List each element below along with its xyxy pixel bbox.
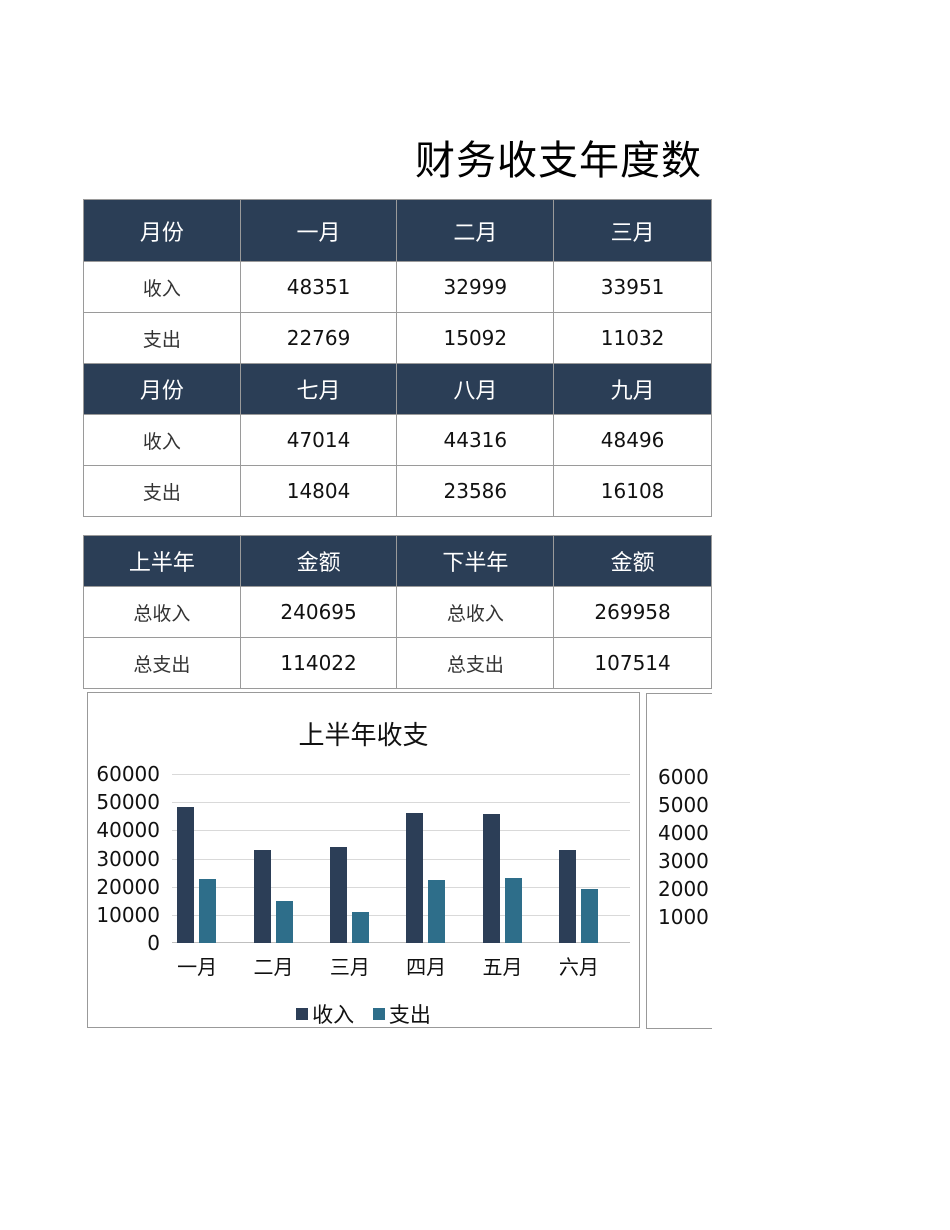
- y-axis-tick: 20000: [96, 874, 160, 899]
- y-axis-tick: 40000: [96, 818, 160, 843]
- y-axis-tick: 0: [147, 931, 160, 955]
- chart-plot-area: 60000 50000 40000 30000 20000 10000 0 一月 二月 三月 四月 五…: [96, 762, 630, 979]
- table-cell[interactable]: 240695: [239, 586, 398, 638]
- table-cell[interactable]: 22769: [239, 312, 398, 364]
- header-cell[interactable]: 月份: [83, 199, 241, 262]
- table-cell[interactable]: 48351: [239, 261, 398, 313]
- table-row: 支出 14804 23586 16108: [83, 465, 712, 517]
- row-label[interactable]: 总支出: [83, 637, 241, 689]
- table-cell[interactable]: 48496: [553, 414, 712, 466]
- y-axis-tick: 30000: [96, 846, 160, 871]
- header-cell[interactable]: 三月: [553, 199, 712, 262]
- header-cell[interactable]: 八月: [396, 363, 555, 415]
- bar-expense[interactable]: [351, 911, 369, 943]
- row-label[interactable]: 总收入: [396, 586, 555, 638]
- table-cell[interactable]: 269958: [553, 586, 712, 638]
- header-cell[interactable]: 二月: [396, 199, 555, 262]
- monthly-table: 月份 一月 二月 三月 收入 48351 32999 33951 支出 2276…: [83, 199, 712, 517]
- gridline: [172, 914, 630, 916]
- row-label[interactable]: 收入: [83, 414, 241, 466]
- x-axis-line: [172, 942, 630, 943]
- bar-income[interactable]: [482, 814, 500, 943]
- bar-expense[interactable]: [275, 900, 293, 943]
- h1-income-expense-chart[interactable]: 上半年收支 60000 50000 40000 30000 20000 10000 0 一月 二…: [87, 692, 640, 1028]
- summary-table: 上半年 金额 下半年 金额 总收入 240695 总收入 269958 总支出 …: [83, 535, 712, 689]
- header-cell[interactable]: 一月: [239, 199, 398, 262]
- row-label[interactable]: 总支出: [396, 637, 555, 689]
- table-cell[interactable]: 47014: [239, 414, 398, 466]
- gridline: [172, 774, 630, 775]
- gridline: [172, 886, 630, 888]
- legend-label: 收入: [312, 1003, 355, 1027]
- gridline: [172, 802, 630, 804]
- header-cell[interactable]: 金额: [239, 535, 398, 587]
- table-cell[interactable]: 16108: [553, 465, 712, 517]
- y-axis-tick: 6000: [658, 765, 709, 789]
- bar-expense[interactable]: [504, 878, 522, 943]
- legend-swatch-expense: [372, 1008, 385, 1020]
- x-axis-label: 二月: [253, 955, 294, 979]
- legend-item-income: 收入: [296, 999, 354, 1029]
- bar-income[interactable]: [253, 850, 271, 943]
- legend-swatch-income: [296, 1008, 309, 1020]
- header-cell[interactable]: 下半年: [396, 535, 555, 587]
- bar-expense[interactable]: [199, 878, 217, 943]
- row-label[interactable]: 支出: [83, 465, 241, 517]
- chart-title: 上半年收支: [298, 721, 429, 751]
- header-cell[interactable]: 金额: [553, 535, 712, 587]
- table-cell[interactable]: 14804: [239, 465, 398, 517]
- bar-expense[interactable]: [580, 888, 598, 943]
- table-cell[interactable]: 23586: [396, 465, 555, 517]
- table-cell[interactable]: 107514: [553, 637, 712, 689]
- page-title: 财务收支年度数: [415, 138, 702, 184]
- table-cell[interactable]: 114022: [239, 637, 398, 689]
- y-axis-tick: 10000: [96, 902, 160, 927]
- y-axis-tick: 4000: [658, 821, 709, 845]
- x-axis-label: 五月: [482, 955, 523, 979]
- table-header-row: 月份 一月 二月 三月: [83, 199, 712, 262]
- gridline: [172, 858, 630, 860]
- table-cell[interactable]: 15092: [396, 312, 555, 364]
- table-header-row: 月份 七月 八月 九月: [83, 363, 712, 415]
- x-axis-label: 三月: [329, 955, 370, 979]
- row-label[interactable]: 支出: [83, 312, 241, 364]
- table-cell[interactable]: 32999: [396, 261, 555, 313]
- y-axis-tick: 50000: [96, 790, 160, 815]
- table-row: 支出 22769 15092 11032: [83, 312, 712, 364]
- header-cell[interactable]: 七月: [239, 363, 398, 415]
- table-row: 收入 48351 32999 33951: [83, 261, 712, 313]
- x-axis-label: 一月: [177, 955, 218, 979]
- row-label[interactable]: 总收入: [83, 586, 241, 638]
- y-axis-tick: 5000: [658, 793, 709, 817]
- x-axis-label: 四月: [406, 955, 447, 979]
- row-label[interactable]: 收入: [83, 261, 241, 313]
- table-header-row: 上半年 金额 下半年 金额: [83, 535, 712, 587]
- bar-income[interactable]: [558, 850, 576, 943]
- legend-item-expense: 支出: [372, 999, 431, 1029]
- y-axis-tick: 60000: [96, 762, 160, 786]
- h2-income-expense-chart[interactable]: 6000 5000 4000 3000 2000 1000: [646, 693, 712, 1029]
- x-axis-label: 六月: [558, 955, 599, 979]
- legend-label: 支出: [388, 1003, 431, 1027]
- table-cell[interactable]: 44316: [396, 414, 555, 466]
- header-cell[interactable]: 上半年: [83, 535, 241, 587]
- bar-income[interactable]: [177, 806, 195, 943]
- table-row: 总收入 240695 总收入 269958: [83, 586, 712, 638]
- y-axis-tick: 2000: [658, 877, 709, 901]
- bar-income[interactable]: [329, 847, 347, 943]
- header-cell[interactable]: 月份: [83, 363, 241, 415]
- table-row: 总支出 114022 总支出 107514: [83, 637, 712, 689]
- gridline: [172, 830, 630, 832]
- y-axis-tick: 3000: [658, 849, 709, 873]
- bar-income[interactable]: [406, 812, 424, 943]
- sheet-viewport: 财务收支年度数 月份 一月 二月 三月 收入 48351 32999 33951…: [83, 138, 712, 1029]
- table-cell[interactable]: 33951: [553, 261, 712, 313]
- y-axis-tick: 1000: [658, 905, 709, 929]
- bar-expense[interactable]: [428, 879, 446, 943]
- table-cell[interactable]: 11032: [553, 312, 712, 364]
- header-cell[interactable]: 九月: [553, 363, 712, 415]
- table-row: 收入 47014 44316 48496: [83, 414, 712, 466]
- chart-legend: 收入 支出: [88, 999, 639, 1029]
